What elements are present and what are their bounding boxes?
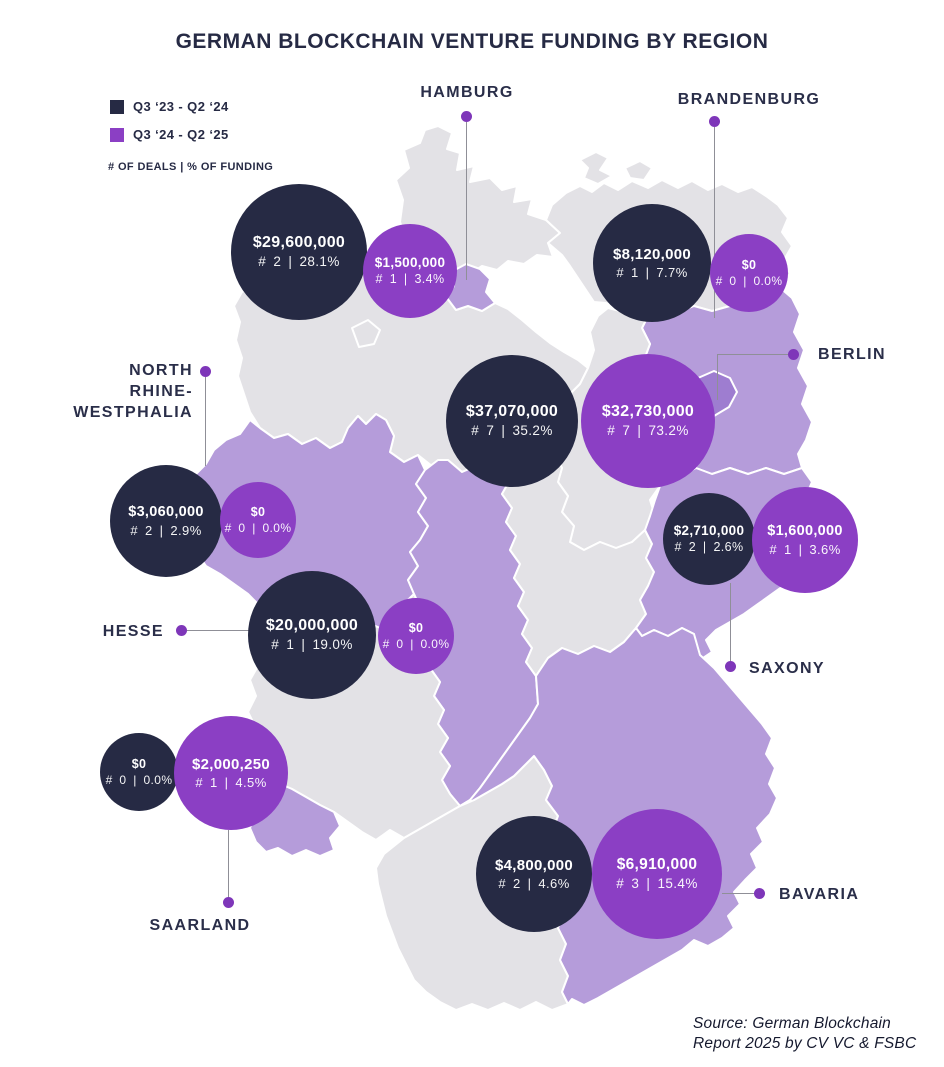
page-title: GERMAN BLOCKCHAIN VENTURE FUNDING BY REG… [175, 30, 769, 53]
legend-item-period2: Q3 ‘24 - Q2 ‘25 [110, 127, 229, 142]
marker-dot-hamburg [461, 111, 472, 122]
bubble-berlin-period2-detail: # 7 | 73.2% [607, 423, 689, 439]
bubble-hesse-period1-amount: $20,000,000 [265, 616, 359, 634]
leader-line-nrw [205, 377, 206, 466]
region-label-saarland: SAARLAND [149, 917, 251, 934]
island-ruegen [579, 151, 613, 185]
region-label-nrw-line2: RHINE- [129, 383, 193, 400]
bubble-hesse-period2-detail: # 0 | 0.0% [382, 637, 450, 652]
bubble-saxony-period1-amount: $2,710,000 [673, 522, 745, 538]
bubble-nrw-period1: $3,060,000 # 2 | 2.9% [110, 465, 222, 577]
bubble-hamburg-period1-amount: $29,600,000 [252, 233, 346, 251]
leader-line-brandenburg [714, 127, 715, 318]
bubble-hesse-period2-amount: $0 [408, 620, 424, 635]
bubble-saxony-period2-amount: $1,600,000 [767, 523, 843, 540]
bubble-brandenburg-period1-amount: $8,120,000 [612, 245, 692, 263]
legend-swatch-period1 [110, 99, 124, 114]
bubble-hamburg-period1-detail: # 2 | 28.1% [258, 254, 340, 270]
bubble-nrw-period2: $0 # 0 | 0.0% [220, 482, 296, 558]
marker-dot-bavaria [754, 888, 765, 899]
leader-line-berlin-vertical [717, 354, 718, 400]
source-line1: Source: German Blockchain [693, 1015, 891, 1032]
bubble-nrw-period2-detail: # 0 | 0.0% [224, 521, 292, 536]
marker-dot-nrw [200, 366, 211, 377]
bubble-hamburg-period2-detail: # 1 | 3.4% [375, 272, 445, 287]
marker-dot-brandenburg [709, 116, 720, 127]
bubble-hamburg-period1: $29,600,000 # 2 | 28.1% [231, 184, 367, 320]
bubble-berlin-period1: $37,070,000 # 7 | 35.2% [446, 355, 578, 487]
bubble-brandenburg-period1: $8,120,000 # 1 | 7.7% [593, 204, 711, 322]
marker-dot-saarland [223, 897, 234, 908]
bubble-nrw-period2-amount: $0 [250, 504, 266, 519]
bubble-berlin-period1-amount: $37,070,000 [465, 402, 559, 420]
bubble-saarland-period2: $2,000,250 # 1 | 4.5% [174, 716, 288, 830]
island-usedom [624, 160, 653, 181]
legend-label-period1: Q3 ‘23 - Q2 ‘24 [133, 99, 229, 114]
legend-label-period2: Q3 ‘24 - Q2 ‘25 [133, 127, 229, 142]
bubble-brandenburg-period2-detail: # 0 | 0.0% [715, 274, 783, 289]
legend-note: # OF DEALS | % OF FUNDING [108, 161, 274, 173]
region-label-nrw-line3: WESTPHALIA [73, 404, 193, 421]
source-note: Source: German Blockchain Report 2025 by… [693, 1014, 916, 1055]
bubble-berlin-period2-amount: $32,730,000 [601, 402, 695, 420]
region-label-brandenburg: BRANDENBURG [677, 91, 821, 108]
bubble-saarland-period1-amount: $0 [131, 756, 147, 771]
bubble-bavaria-period1-amount: $4,800,000 [494, 856, 574, 874]
bubble-bavaria-period1-detail: # 2 | 4.6% [498, 875, 570, 891]
region-label-nrw: NORTH RHINE- WESTPHALIA [73, 360, 193, 423]
bubble-saxony-period1: $2,710,000 # 2 | 2.6% [663, 493, 755, 585]
legend-swatch-period2 [110, 127, 124, 142]
leader-line-saxony [730, 583, 731, 662]
bubble-saarland-period2-amount: $2,000,250 [191, 755, 271, 773]
region-label-nrw-line1: NORTH [129, 362, 193, 379]
region-label-berlin: BERLIN [818, 346, 886, 363]
bubble-brandenburg-period1-detail: # 1 | 7.7% [616, 264, 688, 280]
bubble-bavaria-period2: $6,910,000 # 3 | 15.4% [592, 809, 722, 939]
leader-line-berlin-horizontal [718, 354, 789, 355]
bubble-hesse-period2: $0 # 0 | 0.0% [378, 598, 454, 674]
bubble-hesse-period1-detail: # 1 | 19.0% [271, 637, 353, 653]
bubble-saarland-period1-detail: # 0 | 0.0% [105, 773, 173, 788]
bubble-berlin-period1-detail: # 7 | 35.2% [471, 423, 553, 439]
source-line2: Report 2025 by CV VC & FSBC [693, 1035, 917, 1053]
bubble-saxony-period2: $1,600,000 # 1 | 3.6% [752, 487, 858, 593]
legend-item-period1: Q3 ‘23 - Q2 ‘24 [110, 99, 229, 114]
region-label-saxony: SAXONY [749, 660, 825, 677]
bubble-bavaria-period2-amount: $6,910,000 [616, 856, 698, 874]
bubble-bavaria-period1: $4,800,000 # 2 | 4.6% [476, 816, 592, 932]
state-bremen [351, 319, 381, 348]
region-label-hamburg: HAMBURG [420, 84, 514, 101]
bubble-hamburg-period2: $1,500,000 # 1 | 3.4% [363, 224, 457, 318]
bubble-nrw-period1-detail: # 2 | 2.9% [130, 522, 202, 538]
bubble-saxony-period1-detail: # 2 | 2.6% [674, 540, 744, 555]
marker-dot-hesse [176, 625, 187, 636]
bubble-saxony-period2-detail: # 1 | 3.6% [769, 541, 841, 557]
region-label-bavaria: BAVARIA [779, 886, 860, 903]
leader-line-bavaria [722, 893, 755, 894]
leader-line-hamburg [466, 122, 467, 280]
region-label-hesse: HESSE [102, 623, 164, 640]
bubble-brandenburg-period2-amount: $0 [741, 257, 757, 272]
bubble-hesse-period1: $20,000,000 # 1 | 19.0% [248, 571, 376, 699]
marker-dot-berlin [788, 349, 799, 360]
marker-dot-saxony [725, 661, 736, 672]
bubble-bavaria-period2-detail: # 3 | 15.4% [616, 875, 698, 891]
bubble-hamburg-period2-amount: $1,500,000 [374, 254, 446, 270]
leader-line-saarland [228, 830, 229, 898]
bubble-berlin-period2: $32,730,000 # 7 | 73.2% [581, 354, 715, 488]
bubble-saarland-period2-detail: # 1 | 4.5% [195, 774, 267, 790]
bubble-brandenburg-period2: $0 # 0 | 0.0% [710, 234, 788, 312]
bubble-saarland-period1: $0 # 0 | 0.0% [100, 733, 178, 811]
bubble-nrw-period1-amount: $3,060,000 [128, 504, 204, 521]
leader-line-hesse [187, 630, 249, 631]
